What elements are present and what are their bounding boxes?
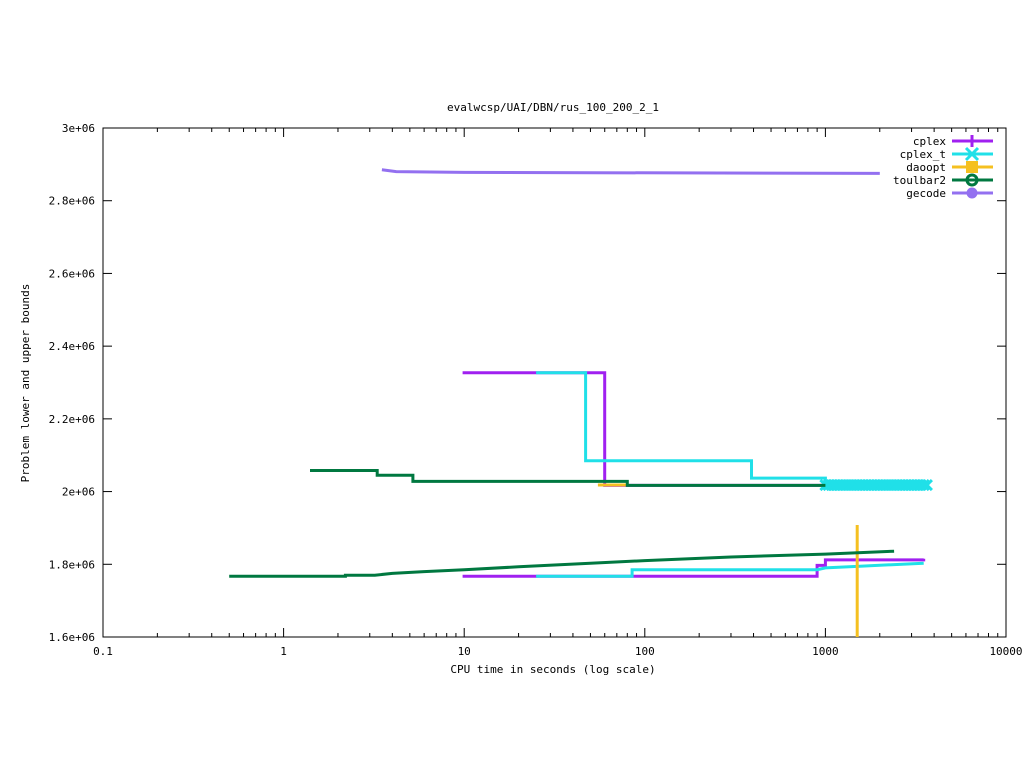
x-tick-label: 10000 — [989, 645, 1022, 658]
chart-title: evalwcsp/UAI/DBN/rus_100_200_2_1 — [447, 101, 659, 114]
legend-entry-daoopt: daoopt — [906, 161, 993, 174]
legend-entry-cplex: cplex — [913, 135, 993, 148]
y-tick-label: 2.6e+06 — [49, 267, 95, 280]
cplex-lower-bound-line — [462, 558, 926, 578]
legend-label: gecode — [906, 187, 946, 200]
legend-plus-marker — [966, 135, 978, 147]
legend-label: daoopt — [906, 161, 946, 174]
y-tick-label: 1.6e+06 — [49, 631, 95, 644]
series-daoopt — [597, 483, 859, 637]
legend-entry-cplex_t: cplex_t — [900, 146, 993, 162]
legend-entry-gecode: gecode — [906, 187, 993, 200]
series-gecode — [381, 168, 880, 175]
legend-label: toulbar2 — [893, 174, 946, 187]
legend-circle-marker — [965, 173, 979, 187]
legend-label: cplex — [913, 135, 946, 148]
x-axis-label: CPU time in seconds (log scale) — [450, 663, 655, 676]
x-tick-label: 10 — [458, 645, 471, 658]
cplex_t-lower-bound-line — [536, 561, 924, 578]
y-tick-label: 2e+06 — [62, 486, 95, 499]
y-tick-label: 1.8e+06 — [49, 558, 95, 571]
axis-ticks: 0.1 1 10 100 1000 10000 1.6e+06 1.8e+06 2e+06 2.2… — [49, 122, 1023, 658]
cplex_t-upper-bound-line — [536, 371, 928, 487]
plot-frame — [102, 127, 1007, 638]
x-tick-label: 0.1 — [93, 645, 113, 658]
x-tick-label: 1 — [280, 645, 287, 658]
y-tick-label: 2.2e+06 — [49, 413, 95, 426]
legend-label: cplex_t — [900, 148, 946, 161]
series-cplex_t — [536, 371, 933, 578]
legend-square-marker — [966, 161, 978, 173]
legend-entry-toulbar2: toulbar2 — [893, 173, 993, 187]
series-layer — [229, 168, 933, 637]
cplex_t-x-marker — [920, 478, 933, 492]
x-tick-label: 100 — [635, 645, 655, 658]
y-tick-label: 2.8e+06 — [49, 195, 95, 208]
toulbar2-lower-bound-line — [229, 549, 895, 578]
y-axis-label: Problem lower and upper bounds — [19, 284, 32, 483]
gecode-upper-bound-line — [381, 168, 880, 175]
cplex-upper-bound-line — [462, 371, 826, 487]
legend-x-marker — [964, 146, 980, 162]
series-toulbar2 — [229, 469, 895, 578]
series-cplex — [462, 371, 926, 578]
toulbar2-upper-bound-line — [310, 469, 826, 487]
y-tick-label: 2.4e+06 — [49, 340, 95, 353]
y-tick-label: 3e+06 — [62, 122, 95, 135]
legend-dot-marker — [966, 187, 978, 199]
cplex_t-x-marker — [917, 478, 930, 492]
x-tick-label: 1000 — [812, 645, 839, 658]
